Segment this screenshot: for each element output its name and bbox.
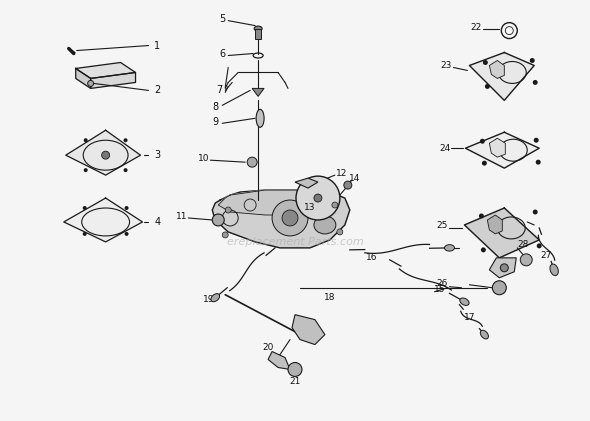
Circle shape [272,200,308,236]
Text: 5: 5 [219,13,225,24]
Polygon shape [64,198,143,242]
Circle shape [212,214,224,226]
Circle shape [483,60,488,65]
Circle shape [84,138,88,142]
Text: 7: 7 [216,85,222,96]
Circle shape [337,229,343,235]
Circle shape [88,80,94,86]
Circle shape [485,84,490,89]
Ellipse shape [314,216,336,234]
Circle shape [83,232,87,236]
Text: 23: 23 [441,61,452,70]
Ellipse shape [460,298,469,305]
Polygon shape [65,130,140,175]
Polygon shape [218,190,340,215]
Text: 12: 12 [336,169,348,178]
Circle shape [534,138,539,143]
Circle shape [492,281,506,295]
Text: 14: 14 [349,173,360,183]
Text: 1: 1 [155,40,160,51]
Text: 6: 6 [219,48,225,59]
Text: 19: 19 [202,295,214,304]
Circle shape [520,254,532,266]
Text: 4: 4 [155,217,160,227]
Text: 11: 11 [176,213,187,221]
Circle shape [282,210,298,226]
Polygon shape [487,215,502,234]
Text: 16: 16 [366,253,378,262]
Polygon shape [489,258,516,278]
Circle shape [482,161,487,165]
Circle shape [123,138,127,142]
Text: 10: 10 [198,154,209,163]
Circle shape [296,176,340,220]
Text: 13: 13 [304,203,316,211]
Circle shape [288,362,302,376]
Text: 20: 20 [263,343,274,352]
Polygon shape [76,69,91,88]
Circle shape [84,168,88,172]
Circle shape [222,232,228,238]
Text: 8: 8 [212,102,218,112]
Polygon shape [91,72,136,88]
Text: 15: 15 [434,285,445,294]
Text: 28: 28 [517,240,529,249]
Polygon shape [292,314,325,344]
Text: 2: 2 [155,85,160,96]
Circle shape [124,232,129,236]
Text: 21: 21 [289,377,301,386]
Polygon shape [464,208,539,258]
Circle shape [533,80,537,85]
Bar [255,29,261,39]
Circle shape [536,160,540,165]
Circle shape [537,243,542,248]
Text: ereplacement Parts.com: ereplacement Parts.com [227,237,363,247]
Circle shape [480,139,485,144]
Circle shape [101,151,110,159]
Circle shape [247,157,257,167]
Polygon shape [489,61,504,78]
Circle shape [500,264,509,272]
Text: 17: 17 [464,313,475,322]
Polygon shape [295,178,318,188]
Circle shape [530,58,535,63]
Circle shape [344,181,352,189]
Ellipse shape [256,109,264,127]
Text: 26: 26 [437,279,448,288]
Circle shape [332,202,338,208]
Polygon shape [212,190,350,248]
Ellipse shape [480,330,489,339]
Ellipse shape [211,294,219,302]
Text: 3: 3 [155,150,160,160]
Polygon shape [466,132,539,168]
Ellipse shape [254,26,262,31]
Circle shape [124,206,129,210]
Text: 9: 9 [212,117,218,127]
Text: 24: 24 [439,144,450,153]
Circle shape [481,248,486,252]
Text: 27: 27 [540,251,552,260]
Polygon shape [268,352,290,370]
Circle shape [479,213,484,218]
Text: 25: 25 [437,221,448,230]
Circle shape [83,206,87,210]
Circle shape [533,210,537,214]
Circle shape [123,168,127,172]
Polygon shape [252,88,264,96]
Polygon shape [76,62,136,78]
Circle shape [225,207,231,213]
Ellipse shape [444,245,454,251]
Circle shape [314,194,322,202]
Polygon shape [470,53,534,100]
Text: 22: 22 [471,23,482,32]
Polygon shape [489,138,505,157]
Text: 18: 18 [324,293,336,302]
Ellipse shape [550,264,558,276]
